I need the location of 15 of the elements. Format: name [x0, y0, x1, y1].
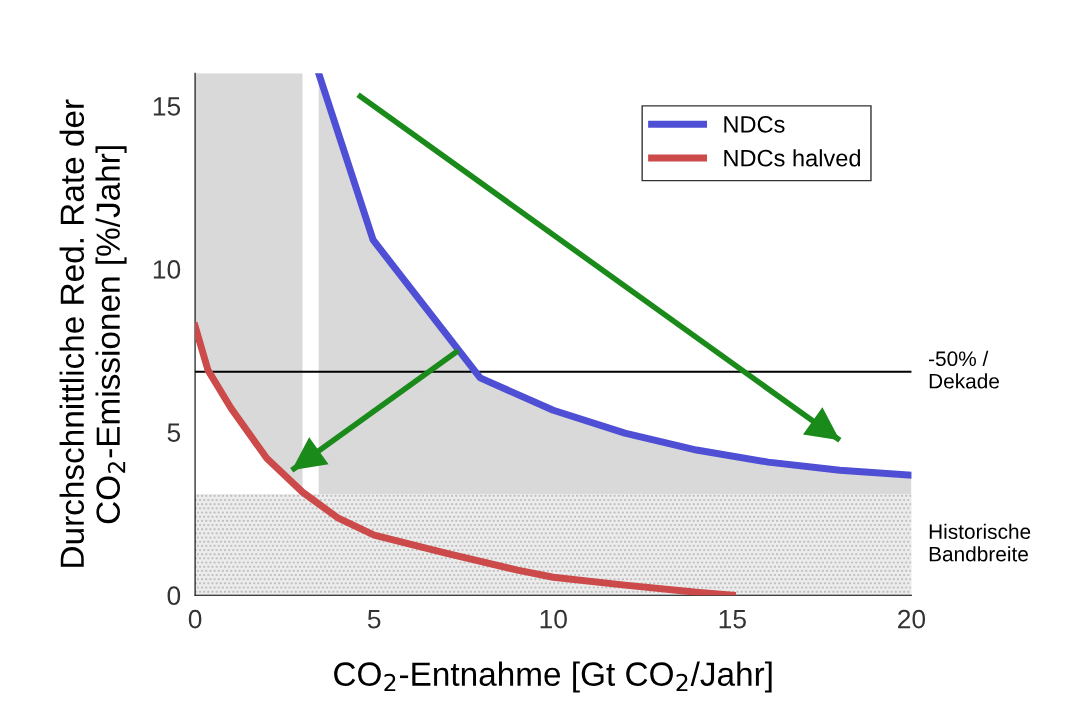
y-axis-title: Durchschnittliche Red. Rate der CO$_{2}$-Emissionen [%/Jahr] — [59, 99, 127, 567]
legend-label: NDCs — [724, 115, 785, 133]
ref-line-label: -50% / Dekade — [929, 350, 999, 389]
y-tick-label: 10 — [153, 260, 181, 279]
legend-label: NDCs halved — [724, 149, 861, 167]
x-tick-label: 15 — [719, 610, 746, 629]
x-tick-label: 10 — [540, 609, 567, 629]
band-label: Historische Bandbreite — [929, 523, 1031, 562]
x-tick-label: 20 — [898, 609, 926, 629]
y-tick-label: 0 — [167, 586, 181, 606]
x-tick-label: 0 — [188, 609, 202, 629]
x-tick-label: 5 — [367, 610, 381, 629]
x-axis-title: CO$_{2}$-Entnahme [Gt CO$_{2}$/Jahr] — [334, 661, 772, 693]
y-tick-label: 15 — [153, 97, 181, 116]
y-tick-label: 5 — [167, 423, 181, 442]
